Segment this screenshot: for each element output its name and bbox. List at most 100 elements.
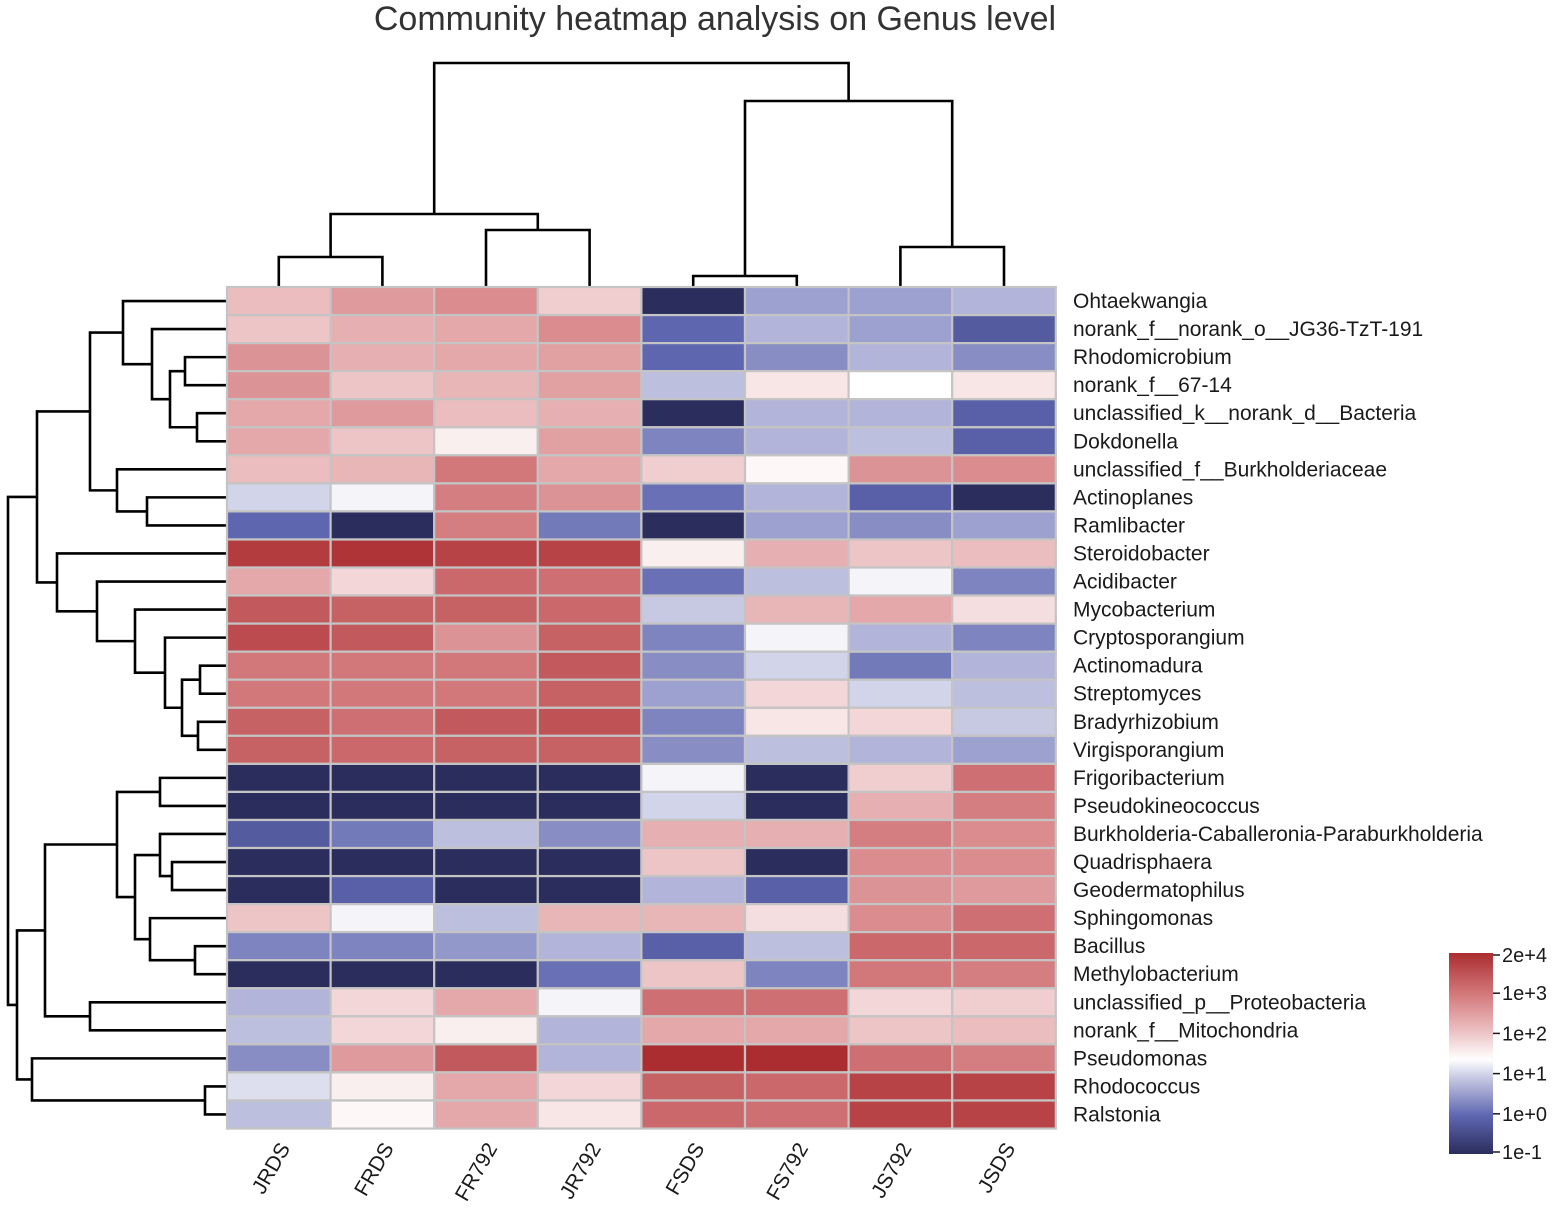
heatmap-cell — [640, 706, 747, 737]
heatmap-cell — [640, 1071, 747, 1102]
heatmap-cell — [847, 706, 954, 737]
chart-title: Community heatmap analysis on Genus leve… — [374, 0, 1056, 38]
heatmap-cell — [743, 1071, 850, 1102]
colorbar-tick-label: 2e+4 — [1502, 945, 1547, 967]
heatmap-cell — [433, 874, 539, 906]
heatmap-cell — [743, 846, 850, 878]
heatmap-cell — [225, 426, 332, 457]
heatmap-cell — [951, 1099, 1057, 1130]
heatmap-cell — [329, 874, 436, 906]
row-dendrogram-link — [148, 916, 227, 962]
heatmap-cell — [951, 594, 1057, 625]
heatmap-cell — [951, 314, 1057, 345]
heatmap-cell — [225, 818, 332, 850]
heatmap-cell — [433, 566, 539, 597]
heatmap-cell — [847, 454, 954, 485]
heatmap-cell — [225, 734, 332, 765]
heatmap-cell — [951, 874, 1057, 906]
heatmap-cell — [536, 762, 643, 794]
heatmap-cell — [951, 706, 1057, 737]
row-label: Geodermatophilus — [1073, 879, 1245, 902]
heatmap-cell — [743, 482, 850, 513]
heatmap-cell — [225, 678, 332, 709]
row-label: Cryptosporangium — [1073, 627, 1245, 650]
row-label: unclassified_f__Burkholderiaceae — [1073, 458, 1387, 481]
heatmap-cell — [640, 987, 747, 1018]
heatmap-cell — [225, 566, 332, 597]
heatmap-cell — [743, 538, 850, 569]
heatmap-cell — [640, 818, 747, 850]
heatmap-cell — [847, 1015, 954, 1046]
heatmap-cell — [536, 622, 643, 653]
heatmap-cell — [329, 398, 436, 429]
heatmap-cell — [536, 426, 643, 457]
heatmap-cell — [951, 510, 1057, 541]
heatmap-cell — [433, 398, 539, 429]
heatmap-cell — [536, 650, 643, 681]
row-dendrogram-link — [150, 327, 227, 401]
row-dendrogram-link — [35, 410, 90, 584]
column-label: JRDS — [248, 1139, 295, 1198]
heatmap-cell — [225, 285, 332, 317]
heatmap-cell — [433, 762, 539, 794]
heatmap-cell — [225, 370, 332, 401]
heatmap-cell — [640, 650, 747, 681]
heatmap-cell — [640, 1099, 747, 1130]
row-dendrogram-link — [88, 1000, 227, 1032]
heatmap-cell — [433, 790, 539, 822]
heatmap-cell — [847, 398, 954, 429]
heatmap-cell — [847, 538, 954, 569]
heatmap-cell — [743, 314, 850, 345]
heatmap-cell — [536, 482, 643, 513]
row-label: Ramlibacter — [1073, 514, 1185, 537]
heatmap-cell — [847, 987, 954, 1018]
row-dendrogram-link — [145, 496, 227, 527]
heatmap-cell — [640, 734, 747, 765]
heatmap-cell — [225, 959, 332, 990]
heatmap-cell — [847, 734, 954, 765]
heatmap-cell — [329, 482, 436, 513]
row-label: norank_f__67-14 — [1073, 374, 1232, 397]
heatmap-cell — [847, 818, 954, 850]
heatmap-cell — [743, 987, 850, 1018]
heatmap-cell — [536, 959, 643, 990]
heatmap-cell — [433, 902, 539, 934]
heatmap-cell — [329, 594, 436, 625]
heatmap-cell — [536, 342, 643, 373]
heatmap-cell — [433, 959, 539, 990]
heatmap-cell — [951, 538, 1057, 569]
row-dendrogram-link — [203, 1085, 227, 1116]
heatmap-cell — [640, 538, 747, 569]
heatmap-cell — [640, 370, 747, 401]
row-dendrogram-link — [115, 468, 227, 513]
heatmap-cell — [847, 622, 954, 653]
heatmap-cell — [743, 1099, 850, 1130]
heatmap-cell — [743, 706, 850, 737]
heatmap-cell — [743, 790, 850, 822]
heatmap-cell — [536, 566, 643, 597]
heatmap-cell — [225, 902, 332, 934]
heatmap-cell — [433, 706, 539, 737]
heatmap-cell — [743, 902, 850, 934]
row-dendrogram-link — [88, 331, 123, 492]
heatmap-cell — [640, 762, 747, 794]
heatmap-cell — [640, 314, 747, 345]
heatmap-cell — [536, 398, 643, 429]
heatmap-cell — [847, 790, 954, 822]
heatmap-cell — [847, 902, 954, 934]
row-label: Steroidobacter — [1073, 543, 1210, 566]
row-label: Bradyrhizobium — [1073, 711, 1219, 734]
heatmap-cell — [536, 734, 643, 765]
heatmap-cells — [225, 285, 1057, 1130]
row-label: Actinomadura — [1073, 655, 1203, 678]
heatmap-cell — [951, 930, 1057, 962]
heatmap-cell — [225, 454, 332, 485]
heatmap-cell — [433, 454, 539, 485]
heatmap-cell — [743, 566, 850, 597]
heatmap-cell — [536, 370, 643, 401]
heatmap-cell — [640, 510, 747, 541]
row-label: Frigoribacterium — [1073, 767, 1225, 790]
heatmap-cell — [951, 790, 1057, 822]
heatmap-cell — [743, 650, 850, 681]
